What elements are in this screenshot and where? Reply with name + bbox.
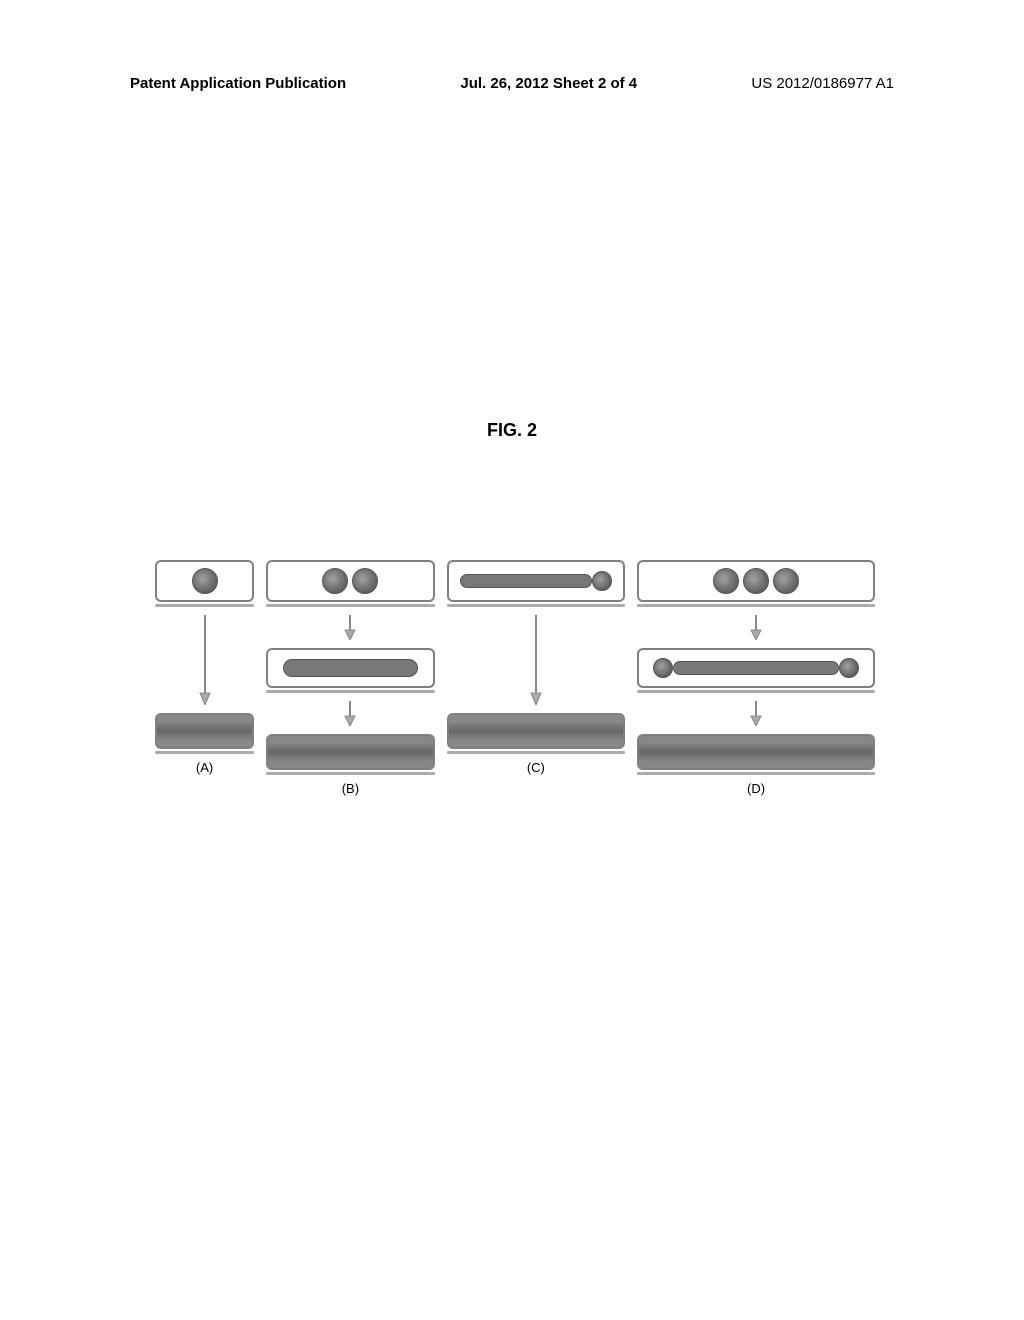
particle-icon [352, 568, 378, 594]
stage-d-top [637, 560, 875, 602]
header-left: Patent Application Publication [130, 75, 346, 92]
stage-b-bottom [266, 734, 435, 770]
base-line [447, 604, 625, 607]
panel-label-c: (C) [527, 760, 545, 775]
arrow-down-icon [198, 615, 212, 705]
particle-icon [592, 571, 612, 591]
particle-icon [743, 568, 769, 594]
particle-icon [773, 568, 799, 594]
base-line [637, 690, 875, 693]
stage-b-mid [266, 648, 435, 688]
base-line [266, 604, 435, 607]
stage-c-top [447, 560, 625, 602]
base-line [266, 690, 435, 693]
particle-rod-particle [653, 658, 858, 678]
arrow-down-icon [343, 615, 357, 640]
panel-a: (A) [155, 560, 254, 840]
panel-b: (B) [266, 560, 435, 840]
base-line [637, 604, 875, 607]
stage-c-bottom [447, 713, 625, 749]
stage-d-mid [637, 648, 875, 688]
rod-shape [673, 661, 838, 675]
base-line [155, 751, 254, 754]
particle-icon [839, 658, 859, 678]
stage-b-top [266, 560, 435, 602]
panel-c: (C) [447, 560, 625, 840]
arrow-down-icon [749, 615, 763, 640]
stage-a-bottom [155, 713, 254, 749]
stage-a-top [155, 560, 254, 602]
arrow-down-icon [343, 701, 357, 726]
particle-icon [713, 568, 739, 594]
panel-label-d: (D) [747, 781, 765, 796]
base-line [266, 772, 435, 775]
base-line [155, 604, 254, 607]
arrow-down-icon [529, 615, 543, 705]
rod-shape [283, 659, 418, 677]
stage-d-bottom [637, 734, 875, 770]
particle-icon [653, 658, 673, 678]
arrow-down-icon [749, 701, 763, 726]
panel-label-b: (B) [342, 781, 359, 796]
header-right: US 2012/0186977 A1 [751, 75, 894, 92]
particle-icon [192, 568, 218, 594]
panel-label-a: (A) [196, 760, 213, 775]
diagram-container: (A) (B) [155, 560, 875, 840]
rod-shape [460, 574, 592, 588]
figure-title: FIG. 2 [487, 420, 537, 441]
base-line [637, 772, 875, 775]
base-line [447, 751, 625, 754]
panel-d: (D) [637, 560, 875, 840]
particle-icon [322, 568, 348, 594]
rod-and-particle [460, 571, 612, 591]
page-header: Patent Application Publication Jul. 26, … [130, 75, 894, 92]
header-center: Jul. 26, 2012 Sheet 2 of 4 [460, 75, 637, 92]
